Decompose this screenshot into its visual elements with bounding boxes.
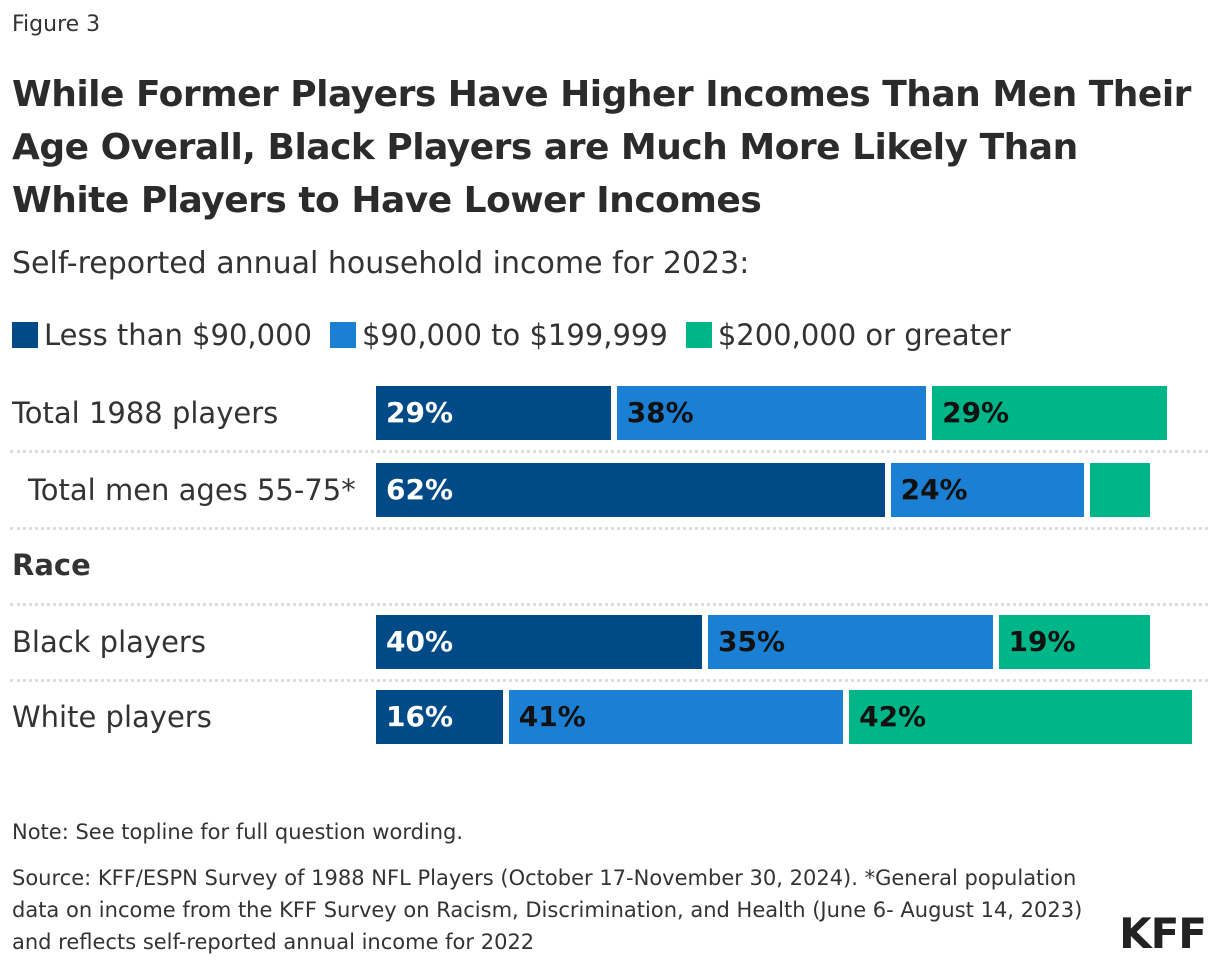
bar-segment: 42% [849,690,1192,744]
bar-segment: 24% [890,463,1084,517]
data-label: 35% [718,625,786,658]
category-label: Total 1988 players [12,396,279,430]
bar-segment: 40% [376,615,702,669]
bar-segment: 38% [616,386,927,440]
legend-item: $90,000 to $199,999 [329,318,668,352]
bar-segment [1089,463,1151,517]
data-label: 40% [386,625,454,658]
legend-swatch [329,322,356,348]
legend-label: $90,000 to $199,999 [361,318,668,352]
data-label: 29% [942,396,1010,429]
legend: Less than $90,000 $90,000 to $199,999 $200… [12,318,1011,352]
row-separator [10,603,1208,606]
figure-label: Figure 3 [12,12,101,37]
bar-segment: 62% [376,463,885,517]
row-separator [10,679,1208,682]
category-label: White players [12,700,212,734]
data-label: 19% [1008,625,1076,658]
bar-segment: 19% [998,615,1151,669]
data-label: 29% [386,396,454,429]
chart-title: While Former Players Have Higher Incomes… [12,74,1191,221]
data-label: 42% [859,700,927,733]
legend-label: $200,000 or greater [717,318,1011,352]
legend-item: Less than $90,000 [12,318,312,352]
category-label: Black players [12,625,206,659]
bar-segment: 35% [708,615,993,669]
bar-segment: 16% [376,690,503,744]
legend-label: Less than $90,000 [44,318,312,352]
data-label: 24% [900,473,968,506]
data-label: 41% [518,700,586,733]
note: Note: See topline for full question word… [12,820,464,844]
data-label: 62% [386,473,454,506]
legend-swatch [12,322,38,348]
bar-segment: 41% [508,690,844,744]
legend-item: $200,000 or greater [685,318,1011,352]
row-separator [10,450,1208,453]
data-label: 38% [626,396,694,429]
row-separator [10,527,1208,530]
source: Source: KFF/ESPN Survey of 1988 NFL Play… [12,866,1083,954]
kff-logo: KFF [1119,909,1207,958]
data-label: 16% [386,700,454,733]
bar-segment: 29% [376,386,611,440]
chart-subtitle: Self-reported annual household income fo… [12,246,750,281]
legend-swatch [685,322,712,348]
category-label: Total men ages 55-75* [28,473,356,507]
bar-segment: 29% [932,386,1167,440]
group-header: Race [12,548,91,582]
